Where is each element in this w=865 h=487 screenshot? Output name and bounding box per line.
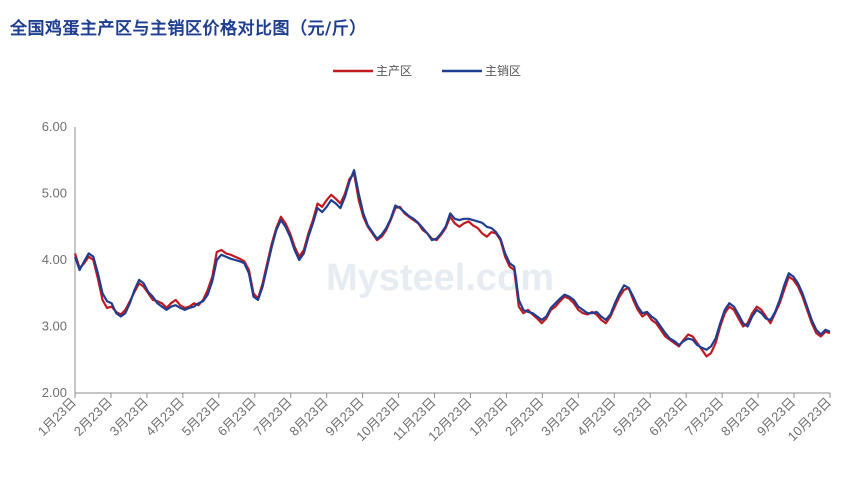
x-tick-label: 6月23日 [646,395,690,439]
x-tick-label: 8月23日 [718,395,762,439]
x-tick-label: 2月23日 [502,395,546,439]
legend-label-selling-area: 主销区 [485,64,521,78]
series-line-selling-area [73,169,831,351]
series-layer [73,169,831,358]
x-tick-label: 6月23日 [215,395,259,439]
watermark: Mysteel.com [326,257,554,299]
x-tick-label: 1月23日 [35,395,79,439]
x-tick-label: 2月23日 [71,395,115,439]
legend-label-producing-area: 主产区 [376,64,412,78]
x-tick-label: 7月23日 [250,395,294,439]
x-tick-label: 3月23日 [538,395,582,439]
y-tick-label: 4.00 [42,252,67,267]
legend: 主产区 主销区 [333,64,521,78]
y-tick-label: 5.00 [42,186,67,201]
x-tick-label: 1月23日 [466,395,510,439]
x-tick-label: 7月23日 [682,395,726,439]
x-tick-label: 5月23日 [610,395,654,439]
y-tick-label: 2.00 [42,385,67,400]
y-tick-label: 6.00 [42,119,67,134]
x-tick-label: 5月23日 [179,395,223,439]
x-tick-label: 8月23日 [286,395,330,439]
x-tick-label: 4月23日 [574,395,618,439]
y-tick-label: 3.00 [42,319,67,334]
x-tick-label: 4月23日 [143,395,187,439]
x-tick-label: 3月23日 [107,395,151,439]
chart-title: 全国鸡蛋主产区与主销区价格对比图（元/斤） [10,19,367,39]
